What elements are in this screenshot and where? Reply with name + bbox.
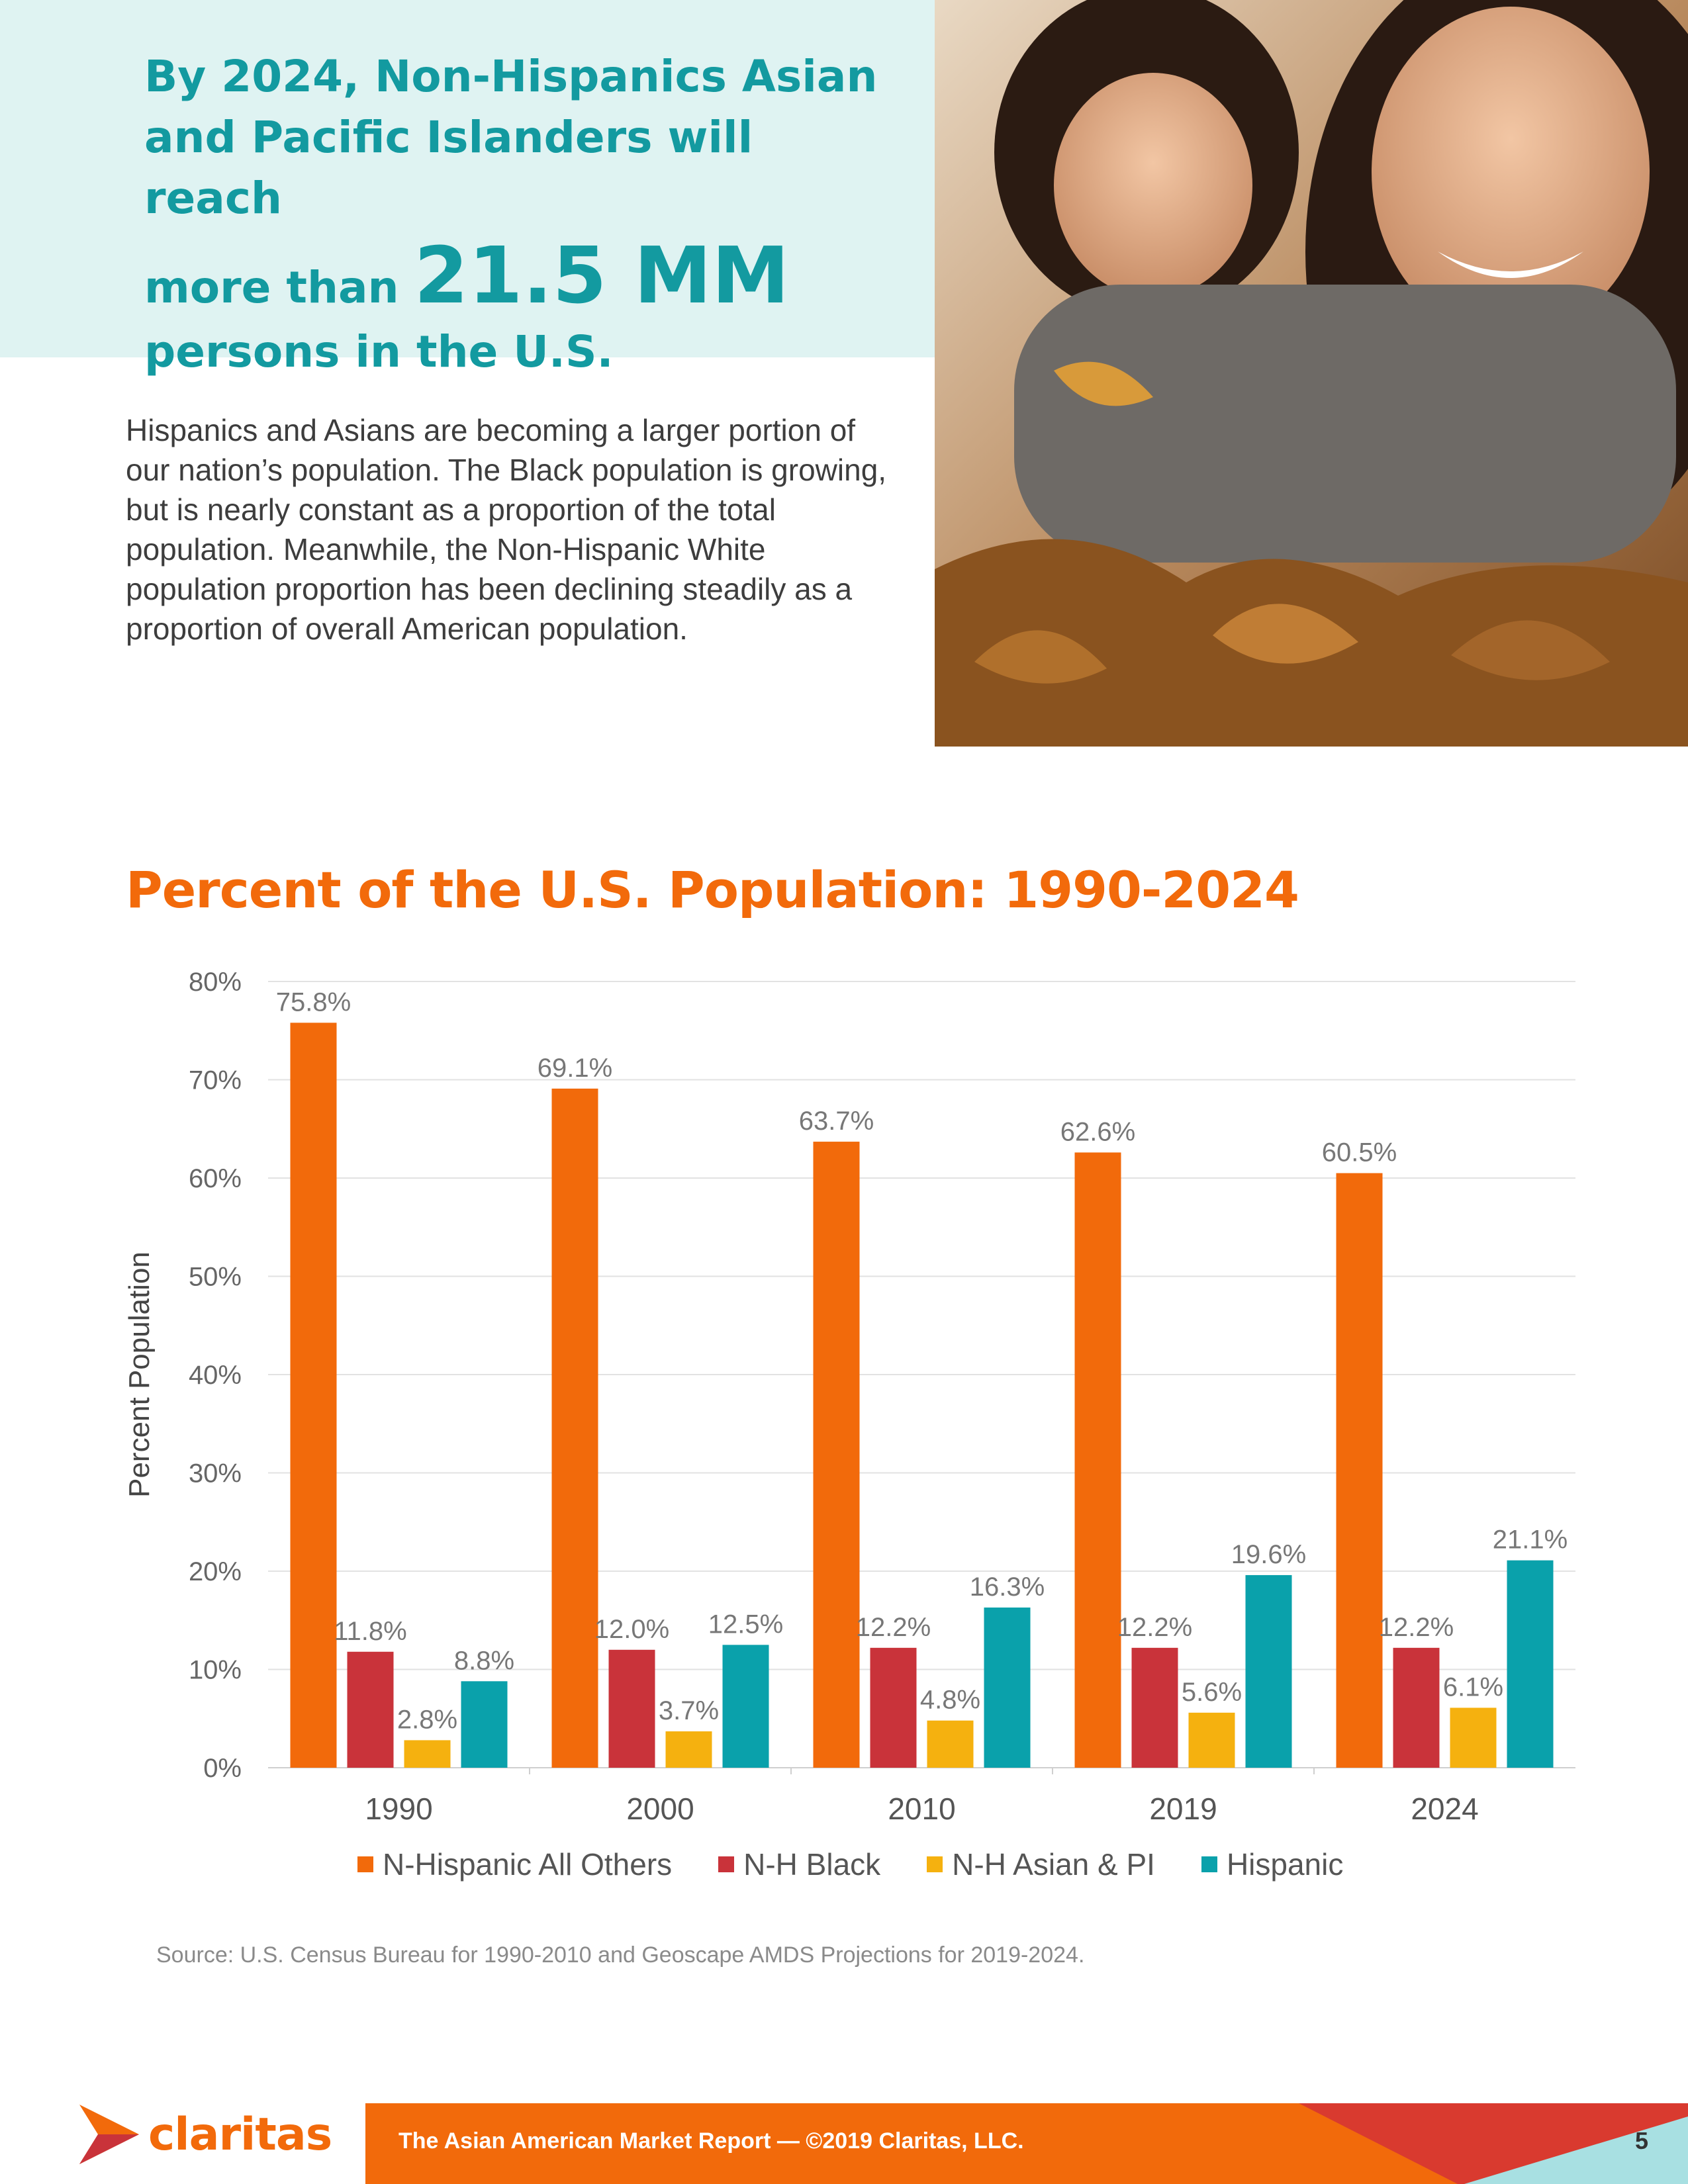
page-number: 5 [1634, 2127, 1648, 2154]
legend-swatch [718, 1856, 735, 1872]
legend-label: N-H Black [743, 1847, 881, 1882]
data-label: 5.6% [1182, 1678, 1242, 1707]
y-tick-label: 10% [189, 1656, 242, 1685]
data-label: 63.7% [799, 1107, 874, 1136]
legend-label: N-H Asian & PI [952, 1847, 1155, 1882]
data-label: 12.5% [708, 1610, 783, 1639]
y-tick-label: 30% [189, 1459, 242, 1488]
data-label: 12.0% [594, 1615, 669, 1644]
footer-decoration [1299, 2103, 1688, 2184]
bar-hispanic-2010 [984, 1607, 1031, 1768]
legend-swatch [927, 1856, 943, 1872]
intro-paragraph: Hispanics and Asians are becoming a larg… [126, 413, 887, 646]
data-label: 62.6% [1060, 1117, 1135, 1146]
x-tick-label: 2000 [626, 1792, 694, 1826]
callout-line-4: persons in the U.S. [144, 326, 614, 377]
data-label: 12.2% [1379, 1613, 1454, 1642]
y-tick-label: 60% [189, 1164, 242, 1193]
legend-item: Hispanic [1201, 1846, 1343, 1882]
data-label: 16.3% [970, 1572, 1045, 1602]
callout-highlight-figure: 21.5 MM [414, 230, 790, 321]
chart-legend: N-Hispanic All Others N-H Black N-H Asian … [357, 1846, 1343, 1882]
bar-n-hispanic-all-others-1990 [290, 1023, 337, 1768]
y-tick-label: 70% [189, 1066, 242, 1095]
photo-illustration [935, 0, 1688, 747]
data-label: 6.1% [1443, 1672, 1503, 1702]
data-label: 8.8% [454, 1646, 514, 1675]
source-note: Source: U.S. Census Bureau for 1990-2010… [156, 1942, 1085, 1968]
bar-n-h-asian-pi-2000 [665, 1731, 712, 1768]
chart-title: Percent of the U.S. Population: 1990-202… [126, 860, 1299, 919]
legend-item: N-Hispanic All Others [357, 1846, 672, 1882]
data-label: 12.2% [856, 1613, 931, 1642]
footer-report-title: The Asian American Market Report — ©2019… [399, 2128, 1024, 2154]
legend-label: Hispanic [1226, 1847, 1344, 1882]
bar-n-h-asian-pi-2024 [1450, 1707, 1497, 1768]
x-tick-label: 2019 [1149, 1792, 1217, 1826]
legend-swatch [357, 1856, 373, 1872]
data-label: 60.5% [1322, 1138, 1397, 1167]
data-label: 11.8% [334, 1617, 406, 1646]
y-tick-label: 80% [189, 968, 242, 997]
bar-n-h-black-2000 [608, 1649, 655, 1768]
bar-hispanic-2019 [1245, 1574, 1292, 1768]
bar-n-h-asian-pi-2019 [1188, 1712, 1235, 1768]
claritas-logo: claritas [79, 2105, 332, 2164]
bar-n-h-black-2024 [1393, 1647, 1440, 1768]
data-label: 2.8% [397, 1705, 457, 1734]
y-tick-label: 20% [189, 1557, 242, 1586]
callout-line-3: more than 21.5 MM [144, 229, 906, 322]
callout-line-2: and Pacific Islanders will reach [144, 112, 753, 224]
callout-text: By 2024, Non-Hispanics Asian and Pacific… [144, 46, 906, 383]
data-label: 19.6% [1231, 1540, 1306, 1569]
bar-n-hispanic-all-others-2010 [813, 1142, 860, 1768]
y-tick-label: 40% [189, 1361, 242, 1390]
x-tick-label: 2024 [1411, 1792, 1478, 1826]
bar-n-h-asian-pi-2010 [927, 1720, 974, 1768]
hero-photo [935, 0, 1688, 747]
bar-n-hispanic-all-others-2000 [551, 1088, 598, 1768]
data-label: 69.1% [538, 1054, 612, 1083]
data-label: 21.1% [1493, 1525, 1568, 1555]
bar-n-h-black-2010 [870, 1647, 917, 1768]
data-label: 12.2% [1117, 1613, 1192, 1642]
data-label: 4.8% [920, 1686, 980, 1715]
bar-n-h-black-1990 [347, 1651, 394, 1768]
footer-bar: The Asian American Market Report — ©2019… [365, 2103, 1688, 2184]
data-label: 3.7% [659, 1696, 719, 1725]
bar-hispanic-2000 [722, 1645, 769, 1768]
legend-swatch [1201, 1856, 1217, 1872]
bar-hispanic-2024 [1507, 1560, 1554, 1768]
bar-hispanic-1990 [461, 1681, 508, 1768]
data-label: 75.8% [276, 987, 351, 1017]
x-tick-label: 2010 [888, 1792, 955, 1826]
legend-label: N-Hispanic All Others [383, 1847, 673, 1882]
legend-item: N-H Asian & PI [927, 1846, 1155, 1882]
x-tick-label: 1990 [365, 1792, 432, 1826]
legend-item: N-H Black [718, 1846, 880, 1882]
callout-line-1: By 2024, Non-Hispanics Asian [144, 51, 878, 102]
bar-chart: 0% 10% 20% 30% 40% 50% 60% 70% 80% Percent Popula… [123, 968, 1575, 1826]
bar-n-hispanic-all-others-2024 [1336, 1173, 1383, 1768]
callout-panel: By 2024, Non-Hispanics Asian and Pacific… [0, 0, 935, 377]
bar-n-hispanic-all-others-2019 [1074, 1152, 1121, 1768]
callout-line-3-prefix: more than [144, 262, 414, 313]
y-tick-label: 0% [203, 1754, 242, 1783]
claritas-logo-text: claritas [148, 2108, 332, 2161]
bar-n-h-black-2019 [1131, 1647, 1178, 1768]
bar-n-h-asian-pi-1990 [404, 1740, 451, 1768]
y-tick-label: 50% [189, 1263, 242, 1292]
y-axis-label: Percent Population [123, 1251, 156, 1498]
claritas-logo-icon [79, 2105, 139, 2164]
